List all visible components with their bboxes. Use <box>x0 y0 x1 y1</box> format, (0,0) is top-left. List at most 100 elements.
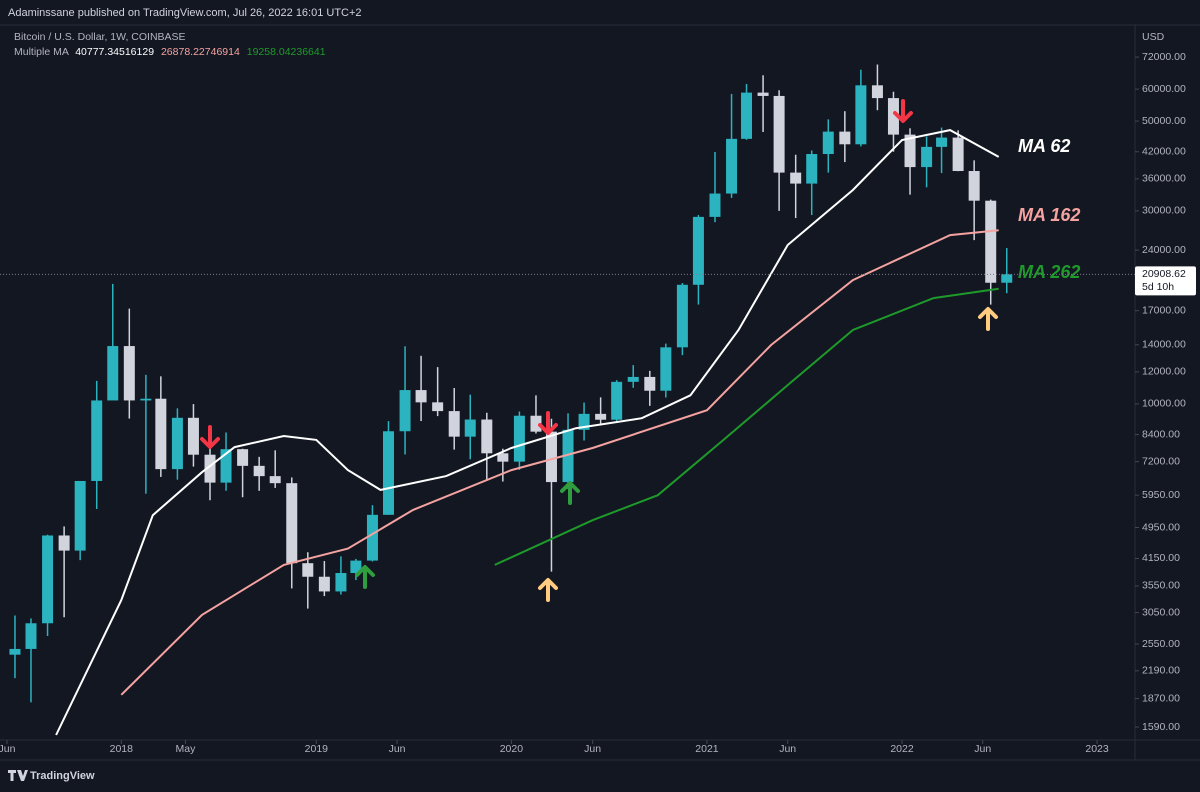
buy-arrow <box>560 481 580 505</box>
candle-body <box>220 449 232 483</box>
annotations <box>200 99 998 602</box>
y-tick-label: 2550.00 <box>1142 638 1180 650</box>
sell-arrow <box>893 99 913 123</box>
candle-body <box>204 454 216 483</box>
x-tick-label: Jun <box>779 743 796 755</box>
candle-body <box>692 216 704 285</box>
candle-body <box>562 429 574 483</box>
last-price-label: 20908.62 <box>1142 268 1186 280</box>
y-tick-label: 4950.00 <box>1142 521 1180 533</box>
y-tick-label: 3550.00 <box>1142 580 1180 592</box>
candle-body <box>578 413 590 430</box>
candle-body <box>773 95 785 173</box>
candle-body <box>545 431 557 483</box>
candle-body <box>58 535 70 551</box>
candle-body <box>921 146 933 168</box>
x-tick-label: Jun <box>584 743 601 755</box>
candle-body <box>9 648 21 655</box>
candle-body <box>140 398 152 401</box>
candle-body <box>611 381 623 420</box>
x-tick-label: Jun <box>389 743 406 755</box>
ma-label: MA 262 <box>1018 262 1080 282</box>
candle-body <box>530 415 542 432</box>
candle-body <box>904 134 916 168</box>
last-price-box <box>1135 266 1196 296</box>
y-tick-label: 17000.00 <box>1142 304 1186 316</box>
y-tick-label: 3050.00 <box>1142 606 1180 618</box>
candle-body <box>822 131 834 155</box>
y-tick-label: 10000.00 <box>1142 398 1186 410</box>
y-tick-label: 30000.00 <box>1142 205 1186 217</box>
x-tick-label: 2021 <box>695 743 719 755</box>
candle-body <box>432 402 444 412</box>
ma-label: MA 162 <box>1018 205 1080 225</box>
x-tick-label: 2020 <box>500 743 524 755</box>
candle-body <box>448 411 460 437</box>
sell-arrow <box>538 411 558 435</box>
candle-body <box>269 476 281 484</box>
indicator-name: Multiple MA <box>14 46 69 58</box>
indicator-legend: Multiple MA 40777.34516129 26878.2274691… <box>14 46 326 58</box>
publisher: Adaminssane published on TradingView.com… <box>8 7 362 19</box>
x-tick-label: Jun <box>0 743 16 755</box>
y-tick-label: 1590.00 <box>1142 721 1180 733</box>
candle-body <box>366 514 378 561</box>
candle-body <box>318 576 330 592</box>
candle-body <box>871 85 883 99</box>
candle-body <box>741 92 753 139</box>
ma-label: MA 62 <box>1018 136 1070 156</box>
candle-body <box>350 560 362 574</box>
candle-body <box>676 284 688 348</box>
currency: USD <box>1142 31 1165 43</box>
x-tick-label: 2018 <box>110 743 134 755</box>
candle-body <box>155 398 167 470</box>
candle-body <box>726 138 738 194</box>
candle-body <box>302 563 314 577</box>
candle-body <box>253 465 265 477</box>
candle-body <box>952 137 964 172</box>
candle-body <box>91 400 103 481</box>
candle-body <box>399 390 411 432</box>
y-tick-label: 12000.00 <box>1142 366 1186 378</box>
candle-body <box>1001 274 1013 283</box>
buy-arrow <box>355 565 375 589</box>
countdown-label: 5d 10h <box>1142 281 1174 293</box>
candle-body <box>968 171 980 201</box>
y-tick-label: 72000.00 <box>1142 51 1186 63</box>
candle-body <box>709 193 721 217</box>
candle-body <box>985 200 997 283</box>
candle-body <box>887 98 899 135</box>
bottom-arrow <box>978 307 998 331</box>
y-tick-label: 50000.00 <box>1142 115 1186 127</box>
logo <box>8 770 28 781</box>
candle-body <box>790 172 802 184</box>
candle-body <box>107 346 119 401</box>
candle-body <box>187 417 199 455</box>
candle-body <box>123 346 135 401</box>
candle-body <box>627 376 639 382</box>
candle-body <box>74 480 86 551</box>
candle-body <box>497 453 509 462</box>
indicator-value: 40777.34516129 <box>75 46 154 58</box>
bottom-arrow <box>538 578 558 602</box>
candle-body <box>839 131 851 145</box>
candle-body <box>464 419 476 437</box>
candle-body <box>936 137 948 147</box>
footer: TradingView <box>8 770 95 782</box>
candle-body <box>237 449 249 466</box>
sell-arrow <box>200 425 220 449</box>
y-tick-label: 2190.00 <box>1142 665 1180 677</box>
plot-area <box>9 64 1013 736</box>
ma-line <box>55 129 1000 736</box>
x-tick-label: 2019 <box>305 743 329 755</box>
brand: TradingView <box>30 770 95 782</box>
y-tick-label: 1870.00 <box>1142 692 1180 704</box>
candle-body <box>25 623 37 649</box>
candle-body <box>855 85 867 145</box>
candle-body <box>42 535 54 624</box>
candle-body <box>286 483 298 564</box>
candle-body <box>415 390 427 403</box>
x-tick-label: 2022 <box>890 743 914 755</box>
